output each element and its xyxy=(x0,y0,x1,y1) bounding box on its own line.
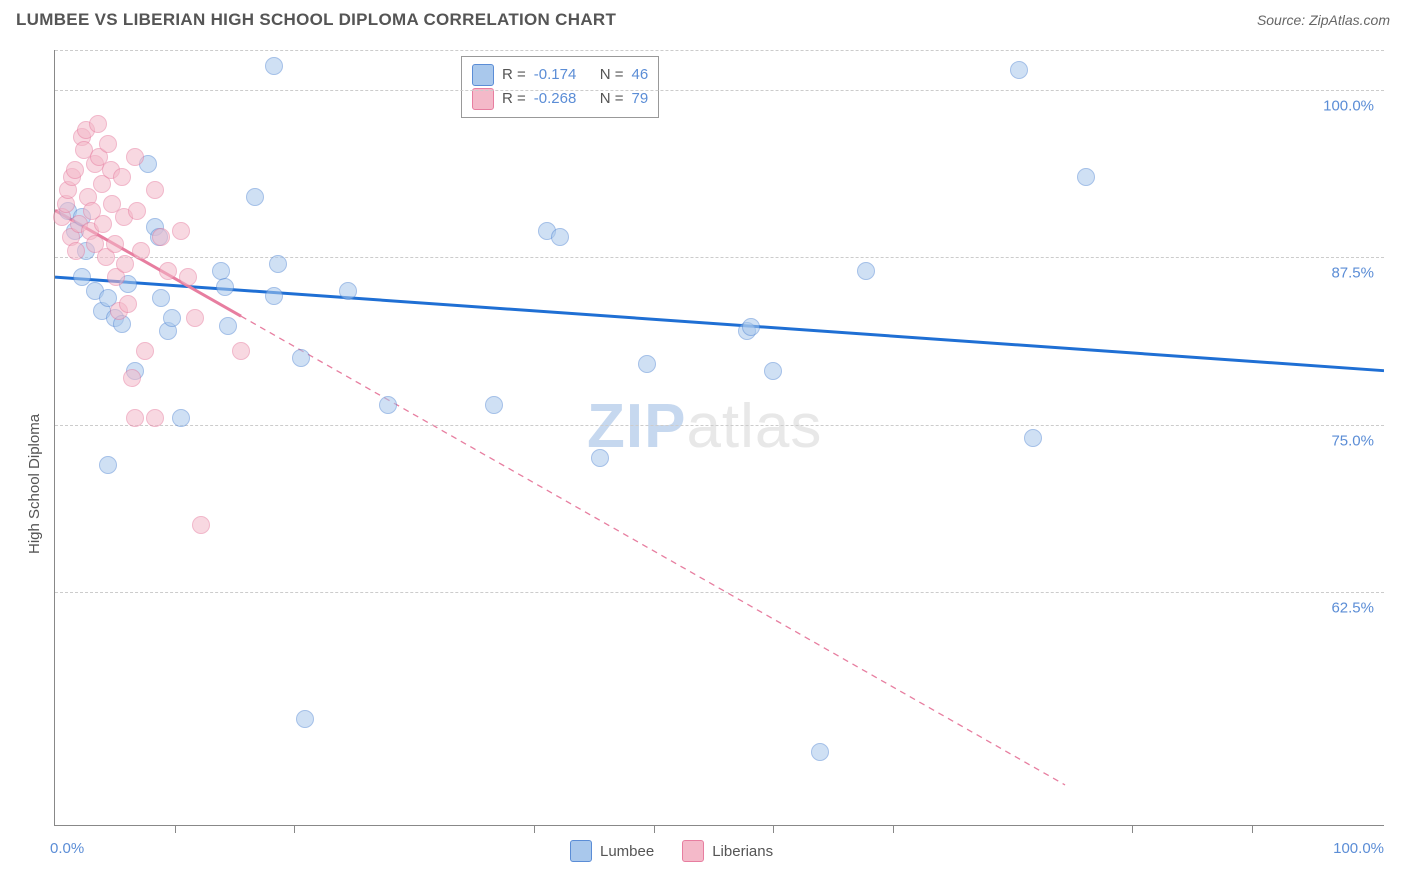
data-point xyxy=(99,135,117,153)
n-value: 46 xyxy=(632,63,649,87)
data-point xyxy=(591,449,609,467)
data-point xyxy=(159,262,177,280)
x-tick xyxy=(893,825,894,833)
data-point xyxy=(136,342,154,360)
data-point xyxy=(106,235,124,253)
data-point xyxy=(638,355,656,373)
correlation-legend: R =-0.174N =46R =-0.268N =79 xyxy=(461,56,659,118)
gridline xyxy=(55,257,1384,258)
data-point xyxy=(219,317,237,335)
data-point xyxy=(163,309,181,327)
legend-item: Lumbee xyxy=(570,840,654,862)
data-point xyxy=(216,278,234,296)
x-tick xyxy=(534,825,535,833)
data-point xyxy=(119,295,137,313)
data-point xyxy=(94,215,112,233)
data-point xyxy=(89,115,107,133)
legend-row: R = -0.174 N = 46 xyxy=(472,63,648,87)
data-point xyxy=(123,369,141,387)
data-point xyxy=(126,409,144,427)
legend-swatch xyxy=(570,840,592,862)
x-tick xyxy=(294,825,295,833)
data-point xyxy=(1010,61,1028,79)
data-point xyxy=(764,362,782,380)
trend-lines xyxy=(55,50,1384,825)
data-point xyxy=(485,396,503,414)
series-legend: Lumbee Liberians xyxy=(570,840,773,862)
data-point xyxy=(146,409,164,427)
data-point xyxy=(551,228,569,246)
chart-source: Source: ZipAtlas.com xyxy=(1257,12,1390,28)
r-label: R = xyxy=(502,63,526,87)
data-point xyxy=(179,268,197,286)
x-axis-start-label: 0.0% xyxy=(50,840,84,857)
chart-header: LUMBEE VS LIBERIAN HIGH SCHOOL DIPLOMA C… xyxy=(0,0,1406,36)
data-point xyxy=(265,287,283,305)
data-point xyxy=(152,228,170,246)
data-point xyxy=(116,255,134,273)
y-tick-label: 100.0% xyxy=(1323,98,1374,115)
x-tick xyxy=(654,825,655,833)
y-tick-label: 75.0% xyxy=(1331,432,1374,449)
x-tick xyxy=(1252,825,1253,833)
legend-label: Lumbee xyxy=(600,843,654,860)
data-point xyxy=(339,282,357,300)
chart-title: LUMBEE VS LIBERIAN HIGH SCHOOL DIPLOMA C… xyxy=(16,10,616,30)
y-axis-title: High School Diploma xyxy=(26,414,43,554)
data-point xyxy=(1077,168,1095,186)
scatter-chart: ZIPatlas R =-0.174N =46R =-0.268N =79 62… xyxy=(54,50,1384,826)
data-point xyxy=(192,516,210,534)
y-tick-label: 62.5% xyxy=(1331,599,1374,616)
data-point xyxy=(146,181,164,199)
x-axis-end-label: 100.0% xyxy=(1333,840,1384,857)
data-point xyxy=(132,242,150,260)
gridline xyxy=(55,425,1384,426)
y-tick-label: 87.5% xyxy=(1331,265,1374,282)
legend-item: Liberians xyxy=(682,840,773,862)
x-tick xyxy=(773,825,774,833)
data-point xyxy=(232,342,250,360)
data-point xyxy=(379,396,397,414)
data-point xyxy=(113,168,131,186)
legend-swatch xyxy=(682,840,704,862)
data-point xyxy=(67,242,85,260)
gridline xyxy=(55,592,1384,593)
gridline xyxy=(55,50,1384,51)
data-point xyxy=(246,188,264,206)
data-point xyxy=(292,349,310,367)
data-point xyxy=(152,289,170,307)
data-point xyxy=(66,161,84,179)
x-tick xyxy=(175,825,176,833)
data-point xyxy=(99,456,117,474)
r-value: -0.174 xyxy=(534,63,592,87)
data-point xyxy=(172,222,190,240)
legend-label: Liberians xyxy=(712,843,773,860)
data-point xyxy=(296,710,314,728)
watermark-rest: atlas xyxy=(686,392,822,461)
data-point xyxy=(128,202,146,220)
data-point xyxy=(811,743,829,761)
data-point xyxy=(1024,429,1042,447)
data-point xyxy=(172,409,190,427)
legend-swatch xyxy=(472,64,494,86)
data-point xyxy=(126,148,144,166)
data-point xyxy=(265,57,283,75)
data-point xyxy=(742,318,760,336)
data-point xyxy=(212,262,230,280)
n-label: N = xyxy=(600,63,624,87)
data-point xyxy=(186,309,204,327)
data-point xyxy=(857,262,875,280)
legend-swatch xyxy=(472,88,494,110)
x-tick xyxy=(1132,825,1133,833)
data-point xyxy=(269,255,287,273)
gridline xyxy=(55,90,1384,91)
watermark: ZIPatlas xyxy=(587,391,822,462)
